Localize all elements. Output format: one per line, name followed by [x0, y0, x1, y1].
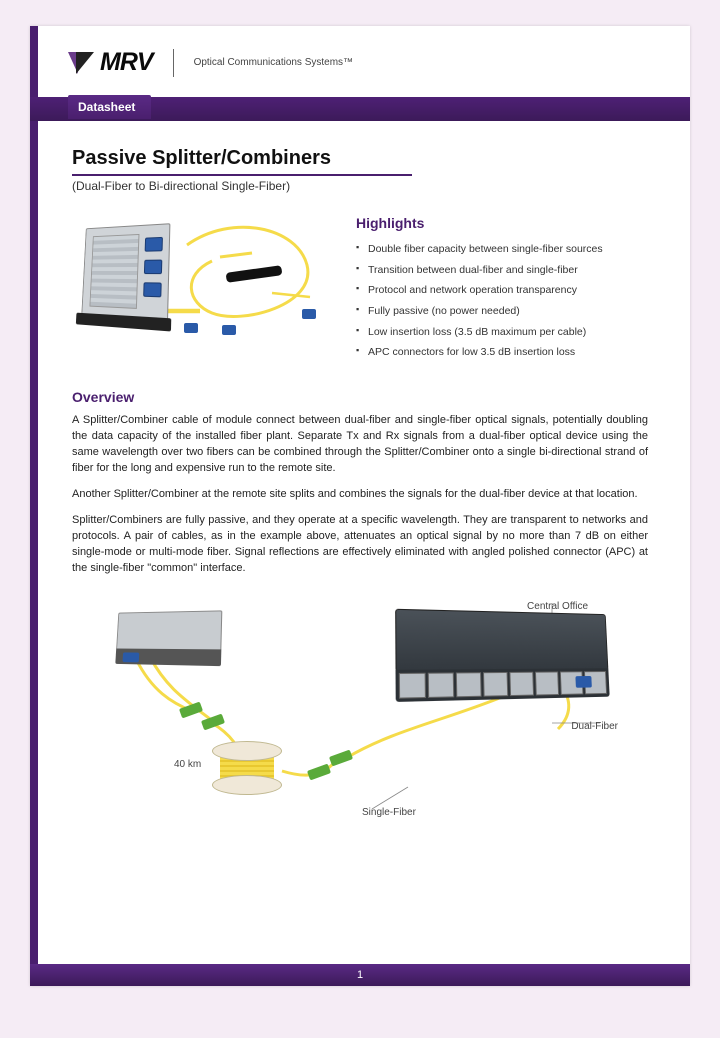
page-footer: 1: [30, 964, 690, 986]
fiber-spool-illustration: [212, 741, 282, 795]
overview-paragraph: A Splitter/Combiner cable of module conn…: [72, 413, 648, 477]
logo-separator: [173, 49, 174, 77]
logo-text: MRV: [100, 48, 153, 77]
overview-paragraph: Splitter/Combiners are fully passive, an…: [72, 513, 648, 577]
highlights-list: Double fiber capacity between single-fib…: [356, 239, 648, 363]
cable-loop-illustration: [182, 233, 322, 333]
diagram-label-distance: 40 km: [174, 759, 201, 770]
diagram-label-central-office: Central Office: [527, 601, 588, 612]
highlight-item: Low insertion loss (3.5 dB maximum per c…: [356, 322, 648, 343]
brand-logo: MRV: [68, 48, 153, 77]
apc-connector-icon: [307, 763, 331, 780]
page-subtitle: (Dual-Fiber to Bi-directional Single-Fib…: [72, 179, 648, 193]
highlights-section: Highlights Double fiber capacity between…: [356, 215, 648, 363]
doc-type-tab: Datasheet: [68, 95, 151, 119]
highlight-item: Double fiber capacity between single-fib…: [356, 239, 648, 260]
datasheet-page: MRV Optical Communications Systems™ Data…: [30, 26, 690, 986]
page-title: Passive Splitter/Combiners: [72, 147, 648, 170]
page-number: 1: [357, 969, 363, 981]
highlight-item: APC connectors for low 3.5 dB insertion …: [356, 342, 648, 363]
header: MRV Optical Communications Systems™: [30, 26, 690, 87]
logo-mark-icon: [68, 52, 96, 74]
module-board-illustration: [81, 223, 170, 320]
overview-paragraph: Another Splitter/Combiner at the remote …: [72, 487, 648, 503]
intro-two-column: Highlights Double fiber capacity between…: [72, 215, 648, 363]
title-bar: Datasheet: [30, 97, 690, 121]
brand-tagline: Optical Communications Systems™: [194, 57, 354, 68]
title-underline: [72, 174, 412, 176]
highlights-heading: Highlights: [356, 215, 648, 231]
highlight-item: Protocol and network operation transpare…: [356, 280, 648, 301]
highlight-item: Fully passive (no power needed): [356, 301, 648, 322]
apc-connector-icon: [179, 701, 203, 718]
remote-device-illustration: [115, 610, 222, 667]
left-accent-bar: [30, 26, 38, 986]
apc-connector-icon: [329, 749, 353, 766]
topology-diagram: Central Office Dual-Fiber Single-Fiber 4…: [72, 601, 648, 861]
highlight-item: Transition between dual-fiber and single…: [356, 260, 648, 281]
overview-heading: Overview: [72, 389, 648, 405]
diagram-label-single-fiber: Single-Fiber: [362, 807, 416, 818]
diagram-label-dual-fiber: Dual-Fiber: [571, 721, 618, 732]
central-office-chassis-illustration: [395, 608, 610, 703]
apc-connector-icon: [201, 713, 225, 730]
content-area: Passive Splitter/Combiners (Dual-Fiber t…: [30, 121, 690, 861]
product-image: [72, 215, 332, 355]
